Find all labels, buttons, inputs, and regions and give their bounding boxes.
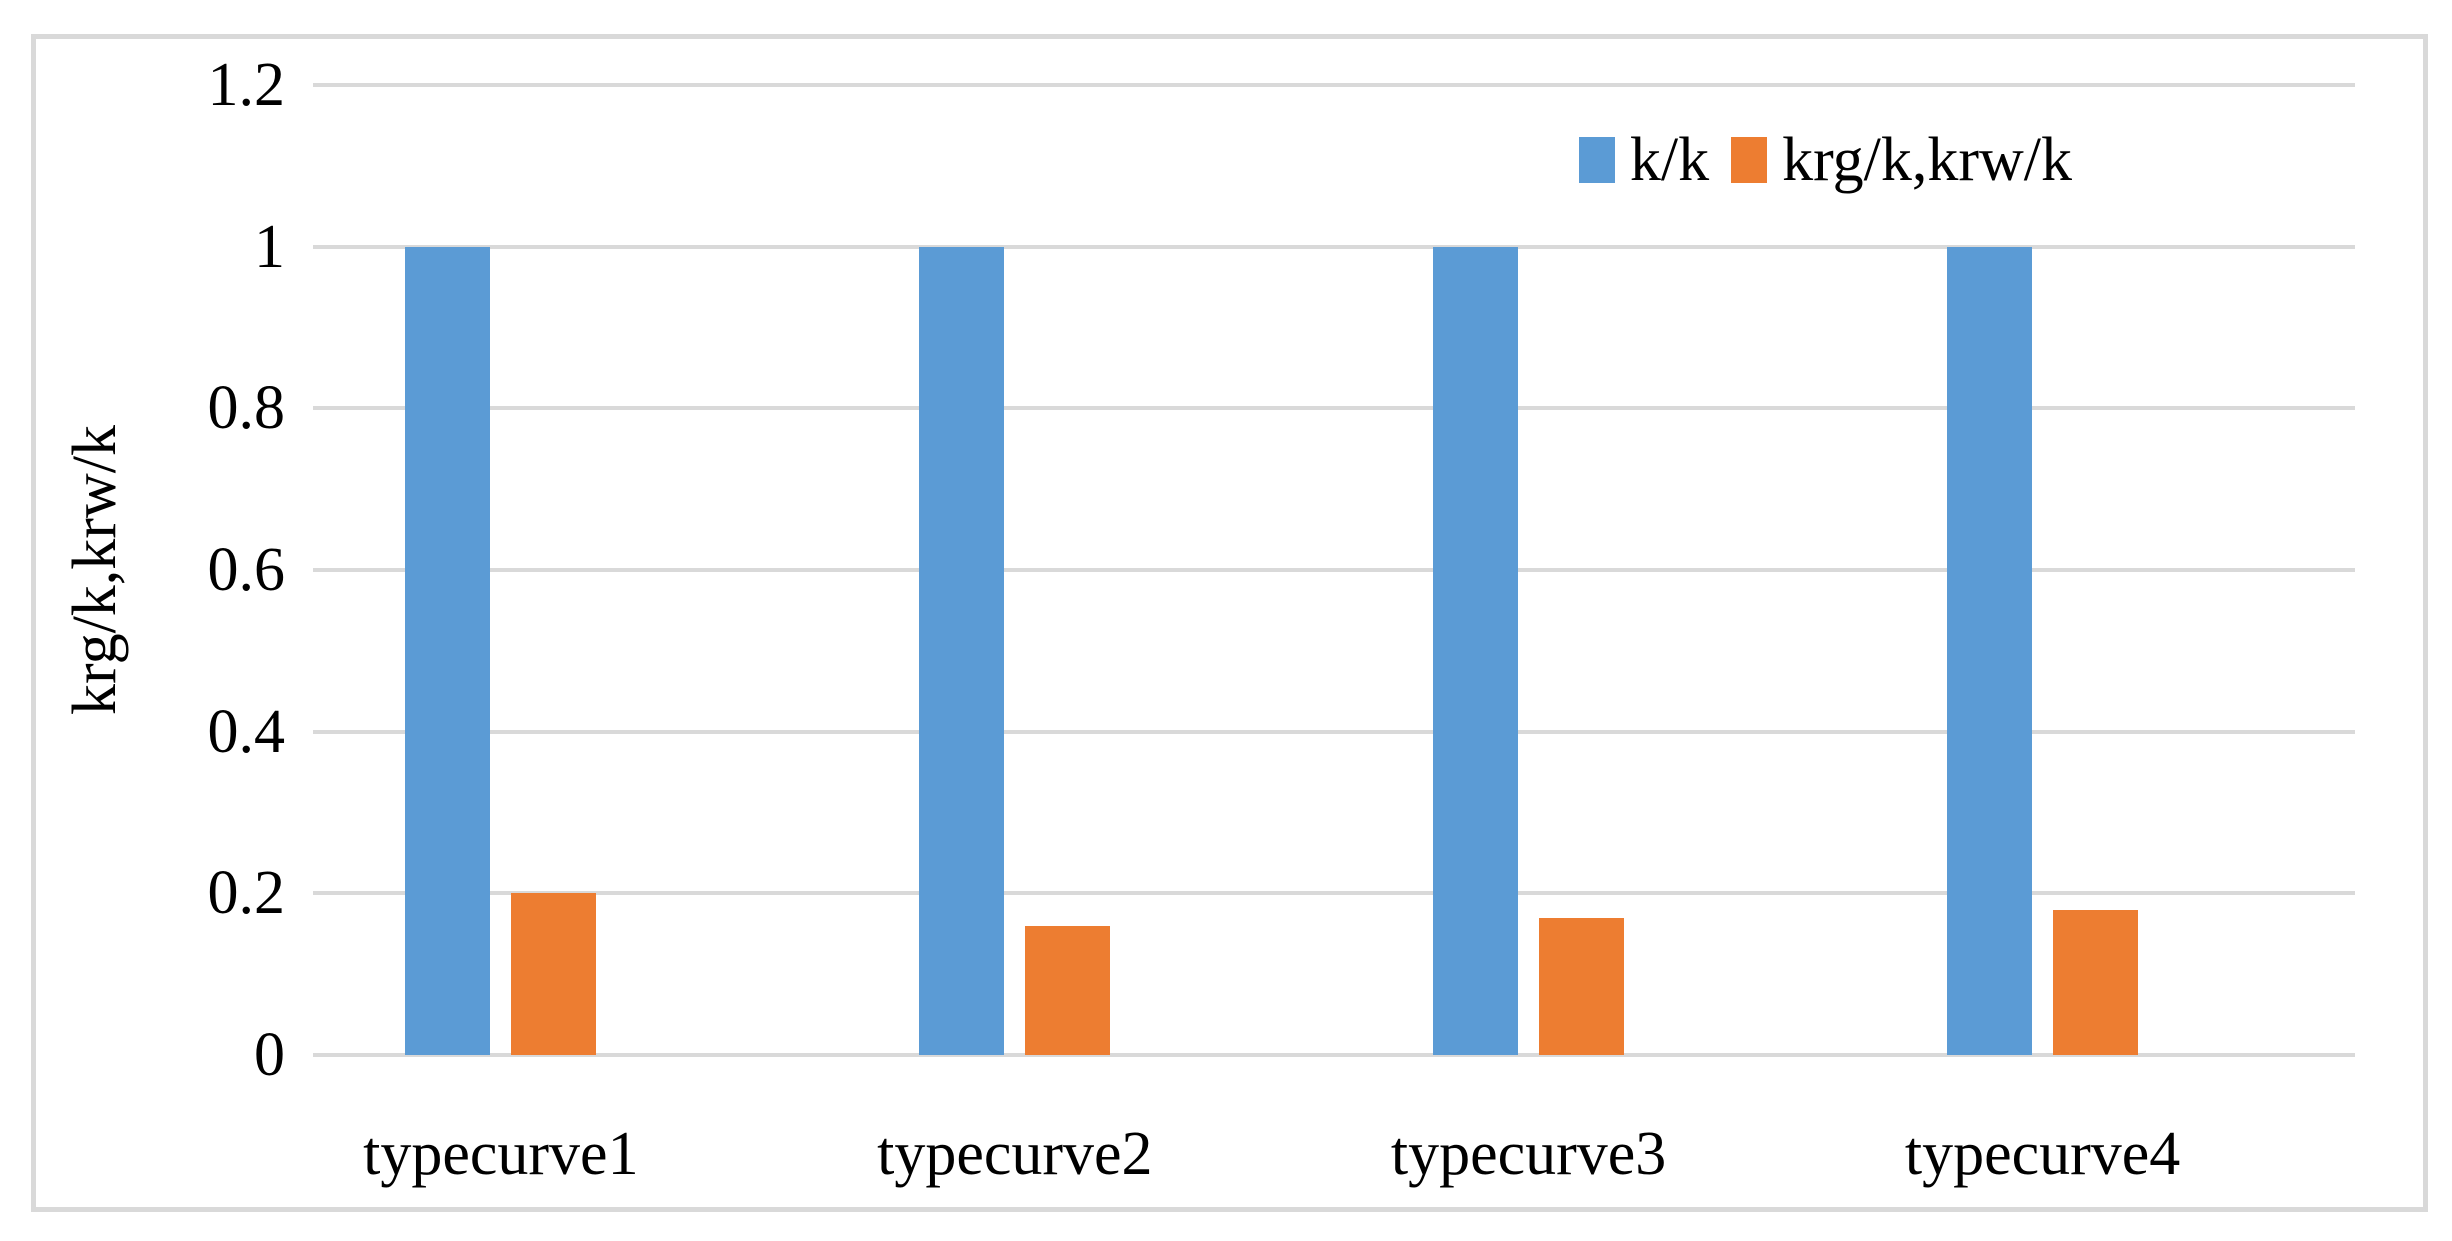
x-category-label: typecurve1 xyxy=(363,1120,639,1188)
bar-krg/k,krw/k-typecurve1 xyxy=(511,893,597,1055)
chart-figure: krg/k,krw/k 1.2 1 0.8 0.6 0.4 0.2 0 k/k krg/k,k… xyxy=(31,34,2428,1212)
bar-k/k-typecurve3 xyxy=(1433,246,1519,1055)
gridline xyxy=(313,891,2355,896)
legend-item: k/k xyxy=(1578,126,1710,194)
gridline xyxy=(313,729,2355,734)
gridline xyxy=(313,1053,2355,1057)
plot-area: k/k krg/k,krw/k xyxy=(313,83,2355,1057)
bar-k/k-typecurve4 xyxy=(1947,246,2033,1055)
legend-label: k/k xyxy=(1629,126,1710,194)
bar-krg/k,krw/k-typecurve2 xyxy=(1025,925,1111,1055)
x-category-label: typecurve4 xyxy=(1904,1120,2181,1188)
x-category-label: typecurve2 xyxy=(877,1120,1153,1188)
x-axis-category-labels: typecurve1 typecurve2 typecurve3 typecurve4 xyxy=(313,1079,2355,1188)
bar-k/k-typecurve1 xyxy=(405,246,491,1055)
y-tick-label: 0.6 xyxy=(207,536,286,604)
gridline xyxy=(313,406,2355,411)
y-axis-tick-labels: 1.2 1 0.8 0.6 0.4 0.2 0 xyxy=(36,54,286,1086)
legend-item: krg/k,krw/k xyxy=(1731,129,2072,191)
y-tick-label: 0.8 xyxy=(207,374,286,443)
gridline xyxy=(313,244,2355,249)
y-tick-label: 1.2 xyxy=(207,51,286,119)
gridline xyxy=(313,83,2355,87)
legend-label: krg/k,krw/k xyxy=(1782,126,2072,194)
x-category-label: typecurve3 xyxy=(1390,1120,1667,1188)
y-tick-label: 0 xyxy=(254,1021,285,1089)
legend: k/k krg/k,krw/k xyxy=(1578,126,2072,194)
legend-swatch-icon xyxy=(1731,137,1768,183)
gridline xyxy=(313,568,2355,572)
legend-swatch-icon xyxy=(1578,137,1615,183)
bar-k/k-typecurve2 xyxy=(919,246,1005,1055)
y-tick-label: 0.4 xyxy=(207,697,286,766)
bar-krg/k,krw/k-typecurve3 xyxy=(1539,917,1625,1055)
y-tick-label: 0.2 xyxy=(207,859,286,928)
y-tick-label: 1 xyxy=(254,212,285,281)
bar-krg/k,krw/k-typecurve4 xyxy=(2053,909,2139,1055)
